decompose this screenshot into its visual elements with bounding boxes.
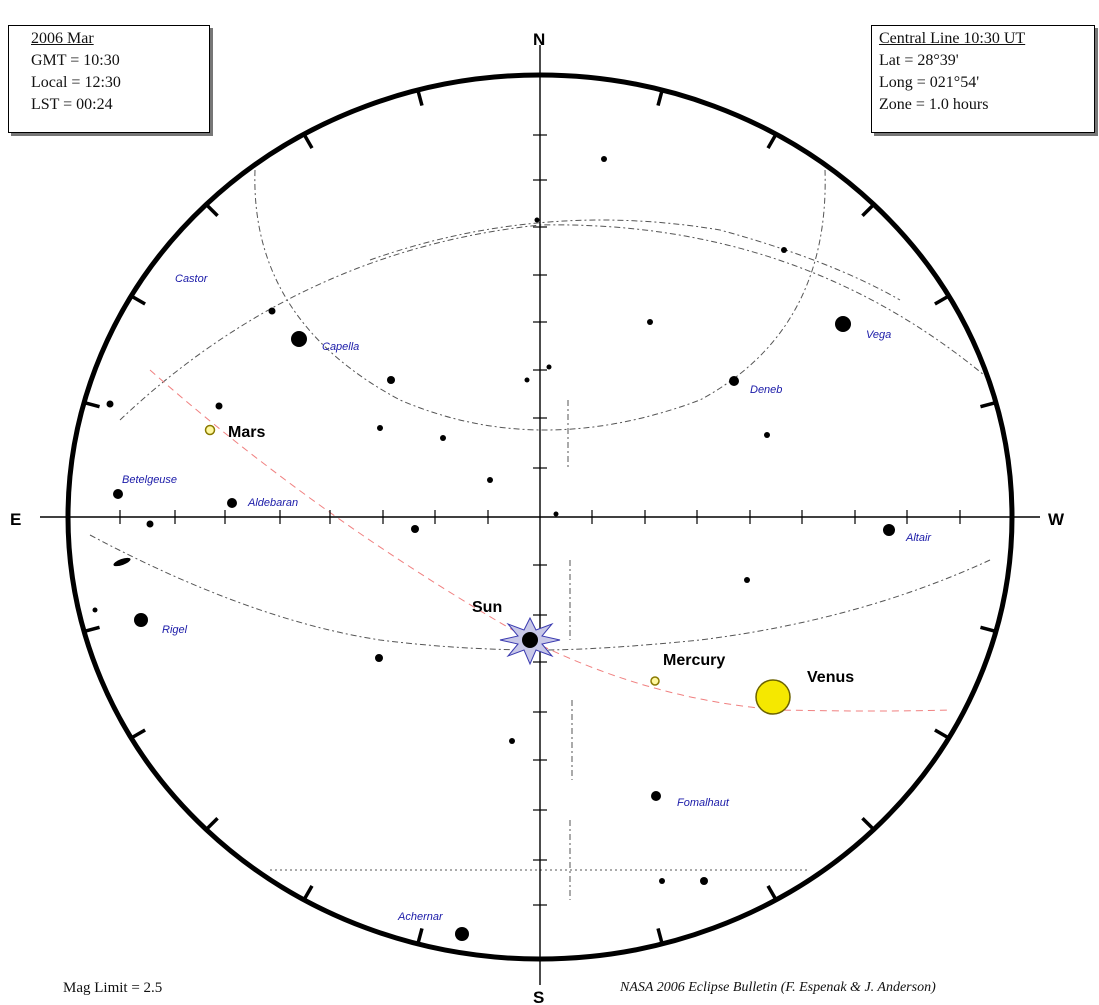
- declination-circle: [254, 169, 826, 431]
- east-label: E: [10, 510, 21, 529]
- label-altair: Altair: [905, 532, 932, 544]
- star-aldebaran: [227, 498, 237, 508]
- star-achernar: [455, 927, 469, 941]
- hour-circle-east: [89, 534, 541, 651]
- rim-ticks: [83, 89, 997, 945]
- rim-tick: [934, 294, 950, 306]
- label-venus: Venus: [807, 669, 854, 686]
- rim-tick: [205, 816, 219, 831]
- rim-tick: [766, 885, 778, 901]
- label-mercury: Mercury: [663, 652, 725, 669]
- date-label: 2006 Mar: [31, 30, 94, 47]
- north-label: N: [533, 30, 545, 49]
- rim-tick: [980, 625, 997, 634]
- label-achernar: Achernar: [397, 911, 444, 923]
- star-altair: [883, 524, 895, 536]
- label-rigel: Rigel: [162, 624, 188, 636]
- label-fomalhaut: Fomalhaut: [677, 797, 730, 809]
- central-line-title: Central Line 10:30 UT: [879, 30, 1026, 47]
- longitude-label: Long = 021°54': [879, 74, 980, 91]
- rim-tick: [861, 203, 875, 218]
- rim-tick: [83, 625, 100, 634]
- rim-tick: [934, 728, 950, 740]
- star-fomalhaut: [651, 791, 661, 801]
- rim-tick: [416, 89, 424, 106]
- label-capella: Capella: [322, 341, 359, 353]
- mars-marker: [204, 424, 216, 436]
- rim-tick: [766, 133, 778, 149]
- northern-arc: [369, 219, 901, 301]
- star-rigel: [134, 613, 148, 627]
- credit-line: NASA 2006 Eclipse Bulletin (F. Espenak &…: [620, 980, 936, 995]
- south-label: S: [533, 988, 544, 1005]
- label-mars: Mars: [228, 424, 265, 441]
- celestial-equator: [119, 224, 991, 421]
- rim-tick: [656, 89, 664, 106]
- lst-label: LST = 00:24: [31, 96, 113, 113]
- star-deneb: [729, 376, 739, 386]
- central-line-info-box: Central Line 10:30 UT Lat = 28°39' Long …: [871, 25, 1095, 133]
- label-castor: Castor: [175, 273, 209, 285]
- star-betelgeuse: [113, 489, 123, 499]
- background-stars: [92, 156, 787, 885]
- latitude-label: Lat = 28°39': [879, 52, 959, 69]
- sun-marker: [499, 616, 561, 666]
- mercury-marker: [650, 676, 660, 686]
- zone-label: Zone = 1.0 hours: [879, 96, 989, 113]
- rim-tick: [416, 928, 424, 945]
- horizon-circle: [65, 72, 1015, 962]
- gmt-label: GMT = 10:30: [31, 52, 120, 69]
- venus-marker: [755, 679, 791, 715]
- label-vega: Vega: [866, 329, 891, 341]
- rim-tick: [980, 400, 997, 409]
- rim-tick: [861, 816, 875, 831]
- rim-tick: [130, 294, 146, 306]
- star-vega: [835, 316, 851, 332]
- rim-tick: [130, 728, 146, 740]
- magnitude-limit: Mag Limit = 2.5: [63, 980, 163, 996]
- meridian-dash: [567, 400, 573, 900]
- axis-ticks: [119, 134, 961, 906]
- label-aldebaran: Aldebaran: [247, 497, 298, 509]
- named-stars: [113, 316, 895, 941]
- label-deneb: Deneb: [750, 384, 782, 396]
- west-label: W: [1048, 510, 1065, 529]
- rim-tick: [656, 928, 664, 945]
- hour-circle-west: [539, 559, 991, 651]
- rim-tick: [302, 133, 314, 149]
- label-betelgeuse: Betelgeuse: [122, 474, 177, 486]
- label-sun: Sun: [472, 599, 502, 616]
- rim-tick: [302, 885, 314, 901]
- star-capella: [291, 331, 307, 347]
- rim-tick: [205, 203, 219, 218]
- rim-tick: [83, 400, 100, 409]
- local-time-label: Local = 12:30: [31, 74, 121, 91]
- ecliptic: [149, 369, 951, 712]
- time-info-box: 2006 Mar GMT = 10:30 Local = 12:30 LST =…: [8, 25, 210, 133]
